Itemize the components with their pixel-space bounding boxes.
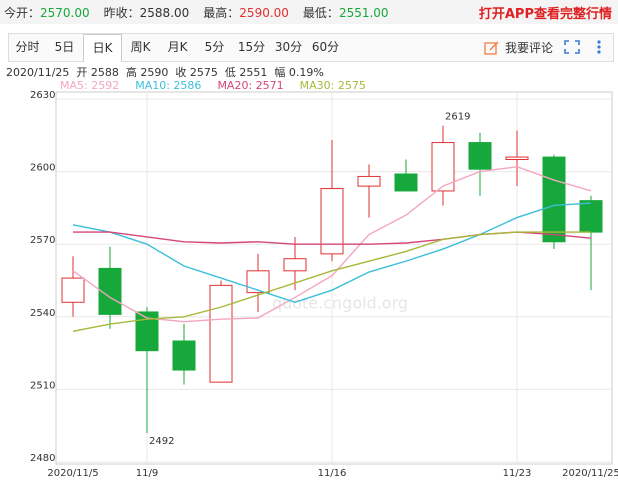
- tab-bar: 分时 5日 日K 周K 月K 5分 15分 30分 60分 我要评论: [8, 33, 614, 62]
- x-tick-label: 11/9: [136, 468, 158, 479]
- y-tick-label: 2510: [30, 380, 55, 391]
- tab[interactable]: 30分: [274, 40, 303, 54]
- x-tick-label: 2020/11/5: [47, 468, 98, 479]
- candle-body: [505, 156, 529, 161]
- candle-body: [579, 200, 603, 233]
- ma-line: [72, 202, 592, 304]
- quote: 今开：2570.00: [4, 4, 90, 21]
- tab[interactable]: 15分: [237, 40, 266, 54]
- quote-label: 昨收：: [103, 5, 140, 20]
- candle-body: [209, 284, 233, 383]
- ma-line: [72, 231, 591, 333]
- y-tick-label: 2630: [30, 90, 55, 101]
- edit-icon: [484, 40, 499, 55]
- quote: 最低：2551.00: [303, 4, 389, 21]
- y-tick-label: 2540: [30, 308, 55, 319]
- annotation: 2492: [149, 436, 174, 447]
- quote: 最高：2590.00: [203, 4, 289, 21]
- tab[interactable]: 60分: [311, 40, 340, 54]
- info-line: 2020/11/25 开 2588 高 2590 收 2575 低 2551 幅…: [6, 66, 324, 79]
- watermark: quote.cngold.org: [272, 294, 408, 313]
- candle-body: [542, 156, 566, 243]
- tab[interactable]: 日K: [83, 34, 122, 62]
- tab[interactable]: 5分: [204, 40, 225, 54]
- candle-body: [357, 175, 381, 187]
- candle-body: [98, 267, 122, 315]
- quote-label: 最高：: [203, 5, 240, 20]
- candle-body: [431, 142, 455, 192]
- plot-frame: [55, 91, 613, 465]
- quote-value: 2551.00: [338, 5, 389, 20]
- legend-entry: MA10: 2586: [135, 79, 202, 92]
- quote-value: 2570.00: [40, 5, 90, 20]
- y-tick-label: 2600: [30, 163, 55, 174]
- quote-label: 今开：: [4, 5, 41, 20]
- quote-label: 最低：: [302, 5, 339, 20]
- tab[interactable]: 月K: [167, 40, 188, 54]
- quote-value: 2588.00: [139, 5, 190, 20]
- candle-body: [246, 270, 270, 294]
- legend-entry: MA20: 2571: [217, 79, 284, 92]
- annotation: 2619: [445, 112, 470, 123]
- tool-icons: [563, 39, 607, 58]
- candle-body: [468, 142, 492, 170]
- x-tick-label: 11/23: [503, 468, 532, 479]
- quote-bar: 今开：2570.00 昨收：2588.00 最高：2590.00 最低：2551.00…: [0, 0, 618, 24]
- y-tick-label: 2570: [30, 235, 55, 246]
- tab[interactable]: 分时: [15, 40, 40, 54]
- quote-value: 2590.00: [239, 5, 289, 20]
- x-tick-label: 11/16: [318, 468, 347, 479]
- candle-body: [394, 173, 418, 192]
- app-link[interactable]: 打开APP查看完整行情: [478, 6, 612, 22]
- candle-body: [320, 188, 344, 255]
- legend: MA5: 2592 MA10: 2586 MA20: 2571 MA30: 2575: [60, 79, 382, 92]
- candle-body: [283, 258, 307, 272]
- tab[interactable]: 周K: [130, 40, 151, 54]
- ma-line: [72, 166, 592, 323]
- x-tick-label: 2020/11/25: [562, 468, 618, 479]
- candle-body: [172, 340, 196, 371]
- tab[interactable]: 5日: [54, 40, 75, 54]
- legend-entry: MA5: 2592: [60, 79, 120, 92]
- comment-label: 我要评论: [504, 41, 553, 55]
- candle-body: [135, 311, 159, 352]
- comment-button[interactable]: 我要评论: [483, 39, 553, 56]
- icons[interactable]: [563, 39, 607, 55]
- candle-body: [61, 277, 85, 303]
- legend-entry: MA30: 2575: [299, 79, 366, 92]
- y-tick-label: 2480: [30, 453, 55, 464]
- quote: 昨收：2588.00: [104, 4, 190, 21]
